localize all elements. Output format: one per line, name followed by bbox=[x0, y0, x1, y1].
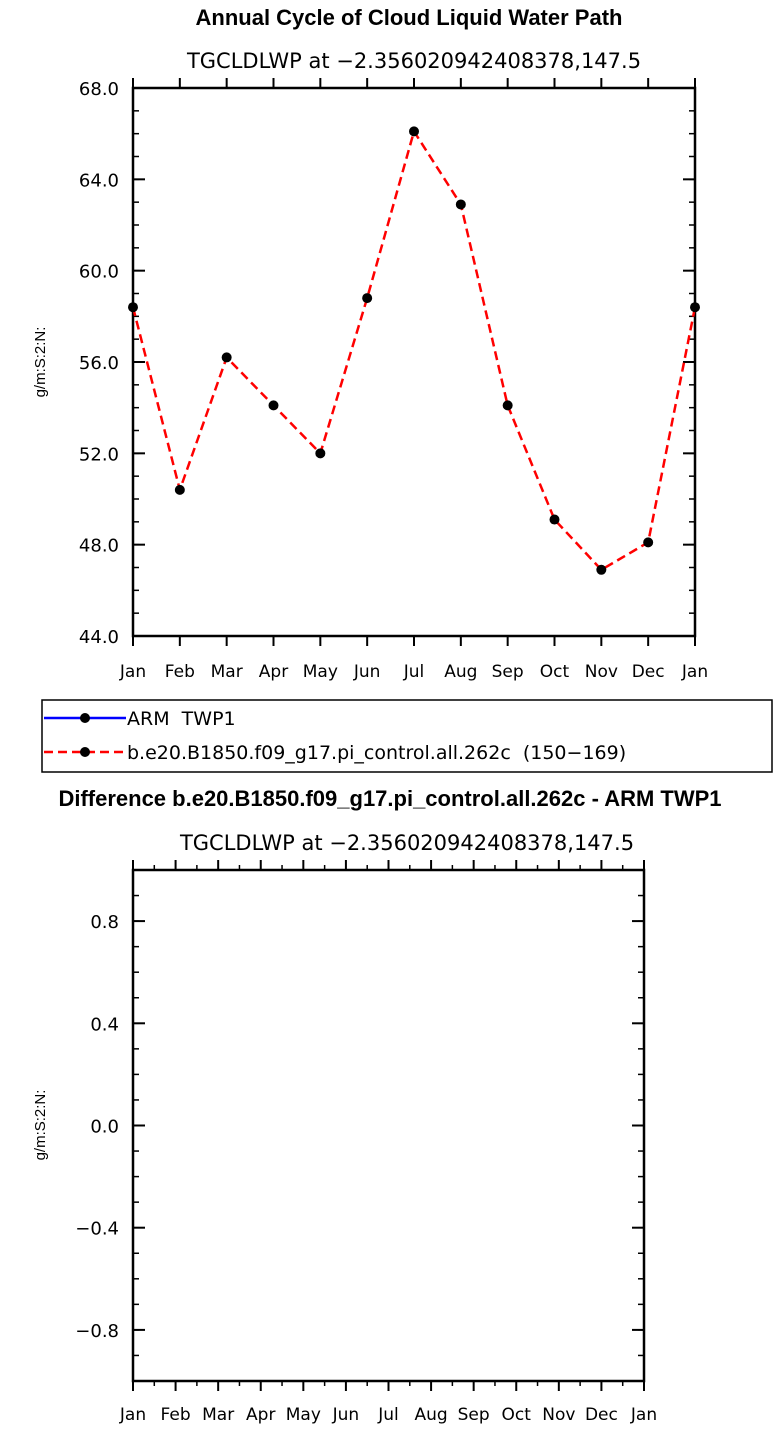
x-tick-label: Jan bbox=[119, 1405, 146, 1425]
x-tick-label: Sep bbox=[492, 662, 524, 682]
legend-marker-model bbox=[80, 747, 90, 757]
legend-entry-arm: ARM TWP1 bbox=[44, 708, 236, 730]
x-tick-label: Oct bbox=[540, 662, 570, 682]
data-point bbox=[643, 537, 654, 548]
y-tick-label: 60.0 bbox=[79, 262, 119, 283]
x-tick-label: Feb bbox=[161, 1405, 191, 1425]
y-tick-label: 64.0 bbox=[79, 170, 119, 191]
annual-cycle-chart: Annual Cycle of Cloud Liquid Water Path … bbox=[32, 5, 708, 682]
x-tick-label: Jun bbox=[332, 1405, 360, 1425]
data-point bbox=[502, 400, 513, 411]
y-tick-label: 56.0 bbox=[79, 353, 119, 374]
x-tick-label: Jan bbox=[119, 662, 146, 682]
chart-subtitle: TGCLDLWP at −2.356020942408378,147.5 bbox=[179, 831, 634, 855]
data-point bbox=[268, 400, 279, 411]
x-tick-label: Dec bbox=[585, 1405, 618, 1425]
legend-box bbox=[41, 699, 773, 773]
y-tick-label: 0.4 bbox=[90, 1014, 119, 1035]
x-tick-label: Mar bbox=[211, 662, 243, 682]
x-tick-label: Dec bbox=[632, 662, 665, 682]
legend: ARM TWP1 b.e20.B1850.f09_g17.pi_control.… bbox=[41, 699, 773, 773]
plot-frame bbox=[131, 86, 697, 638]
y-axis-label: g/m:S:2:N: bbox=[32, 1090, 49, 1161]
plot-frame bbox=[131, 868, 646, 1383]
y-axis-label: g/m:S:2:N: bbox=[32, 327, 49, 398]
data-point bbox=[455, 199, 466, 210]
data-point bbox=[128, 302, 138, 313]
difference-chart: Difference b.e20.B1850.f09_g17.pi_contro… bbox=[32, 786, 722, 1425]
x-tick-label: Nov bbox=[585, 662, 618, 682]
x-tick-label: Apr bbox=[246, 1405, 275, 1425]
x-tick-label: Aug bbox=[444, 662, 477, 682]
x-tick-label: Jan bbox=[630, 1405, 657, 1425]
series-line bbox=[131, 128, 697, 572]
chart-title: Difference b.e20.B1850.f09_g17.pi_contro… bbox=[58, 786, 721, 811]
data-point bbox=[315, 448, 326, 459]
y-tick-label: 44.0 bbox=[79, 627, 119, 648]
data-point bbox=[690, 302, 700, 313]
y-tick-label: 0.8 bbox=[90, 912, 119, 933]
y-tick-label: 68.0 bbox=[79, 79, 119, 100]
data-point bbox=[409, 126, 419, 137]
legend-label-arm: ARM TWP1 bbox=[127, 708, 236, 730]
chart-subtitle: TGCLDLWP at −2.356020942408378,147.5 bbox=[186, 49, 641, 73]
data-point bbox=[221, 352, 232, 363]
data-point bbox=[596, 564, 607, 575]
x-tick-label: Nov bbox=[542, 1405, 575, 1425]
y-tick-label: 48.0 bbox=[79, 536, 119, 557]
y-tick-label: 52.0 bbox=[79, 444, 119, 465]
data-point bbox=[549, 514, 560, 525]
x-tick-label: Jul bbox=[377, 1405, 399, 1425]
x-tick-label: Mar bbox=[202, 1405, 234, 1425]
legend-marker-arm bbox=[80, 713, 90, 723]
chart-title: Annual Cycle of Cloud Liquid Water Path bbox=[196, 5, 623, 30]
y-tick-label: −0.8 bbox=[75, 1321, 119, 1342]
x-tick-label: Oct bbox=[502, 1405, 532, 1425]
data-point bbox=[362, 293, 373, 304]
x-tick-label: Apr bbox=[259, 662, 288, 682]
x-tick-label: Jun bbox=[353, 662, 381, 682]
x-tick-label: Jan bbox=[681, 662, 708, 682]
y-tick-label: 0.0 bbox=[90, 1117, 119, 1138]
x-tick-label: Sep bbox=[458, 1405, 490, 1425]
x-tick-label: Aug bbox=[414, 1405, 447, 1425]
x-tick-label: May bbox=[286, 1405, 321, 1425]
x-tick-label: Feb bbox=[165, 662, 195, 682]
x-tick-label: Jul bbox=[403, 662, 425, 682]
data-point bbox=[174, 484, 185, 495]
legend-entry-model: b.e20.B1850.f09_g17.pi_control.all.262c … bbox=[44, 742, 626, 764]
y-tick-label: −0.4 bbox=[75, 1219, 119, 1240]
legend-label-model: b.e20.B1850.f09_g17.pi_control.all.262c … bbox=[127, 742, 626, 764]
x-tick-label: May bbox=[303, 662, 338, 682]
